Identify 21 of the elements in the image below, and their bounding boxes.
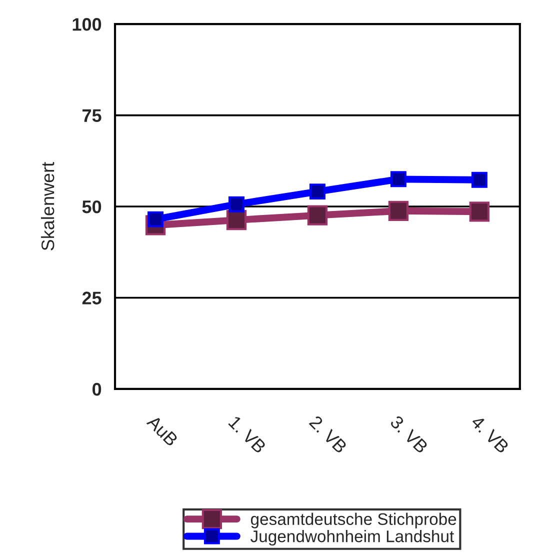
x-tick-label: AuB [146,414,178,447]
point [228,196,244,212]
y-tick-label: 75 [82,109,102,122]
x-tick-label: 4. VB [470,414,510,454]
x-tick-label: 3. VB [390,414,429,454]
point [390,171,406,188]
point [226,210,247,230]
y-tick-label: 25 [82,292,102,304]
legend-label: Jugendwohnheim Landshut [250,530,454,546]
point [388,200,409,221]
y-tick-label: 0 [92,382,102,396]
point [469,202,490,222]
x-tick-label: 1. VB [228,415,267,454]
y-tick-label: 100 [72,18,102,31]
point [471,172,488,188]
point [309,184,326,200]
x-tick-label: 2. VB [308,414,348,454]
y-axis-title: Skalenwert [40,162,54,250]
y-tick-label: 50 [82,200,102,214]
point [307,205,328,226]
legend-label: gesamtdeutsche Stichprobe [250,512,456,528]
